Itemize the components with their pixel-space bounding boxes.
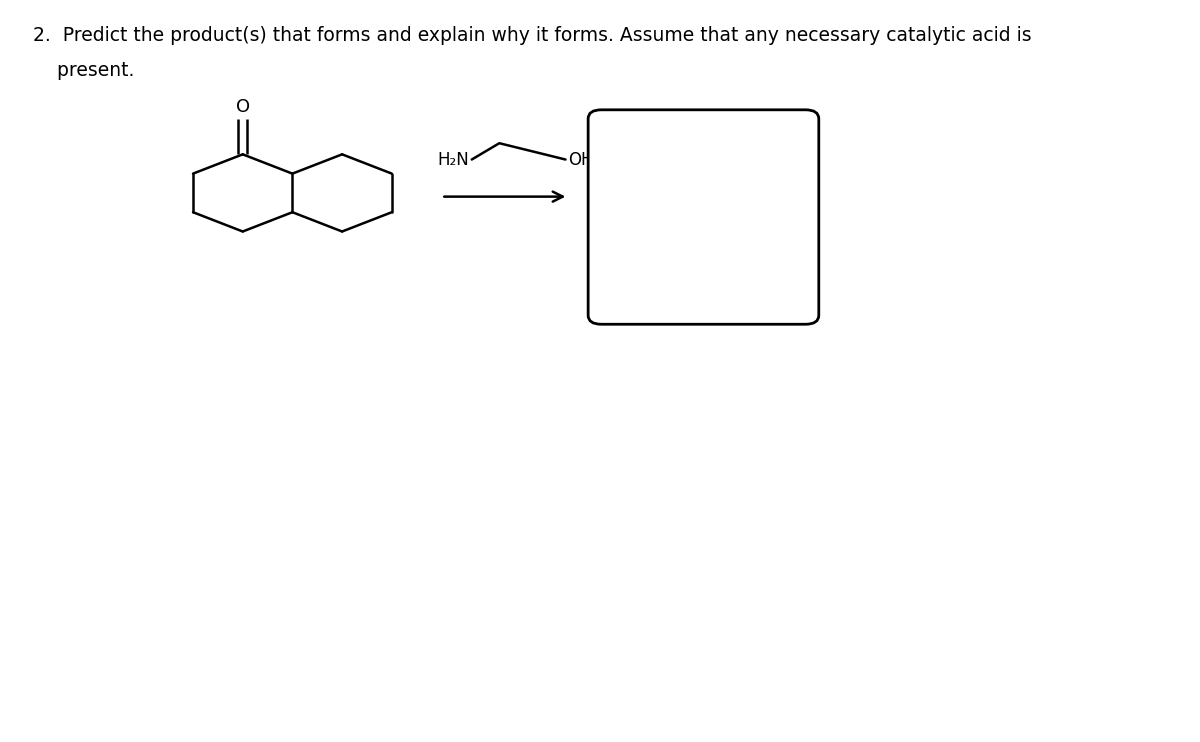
Text: present.: present. bbox=[34, 61, 134, 80]
Text: OH: OH bbox=[568, 151, 593, 168]
Text: 2.  Predict the product(s) that forms and explain why it forms. Assume that any : 2. Predict the product(s) that forms and… bbox=[34, 26, 1032, 45]
Text: H₂N: H₂N bbox=[438, 151, 469, 168]
Text: O: O bbox=[235, 99, 250, 116]
FancyBboxPatch shape bbox=[588, 110, 818, 324]
